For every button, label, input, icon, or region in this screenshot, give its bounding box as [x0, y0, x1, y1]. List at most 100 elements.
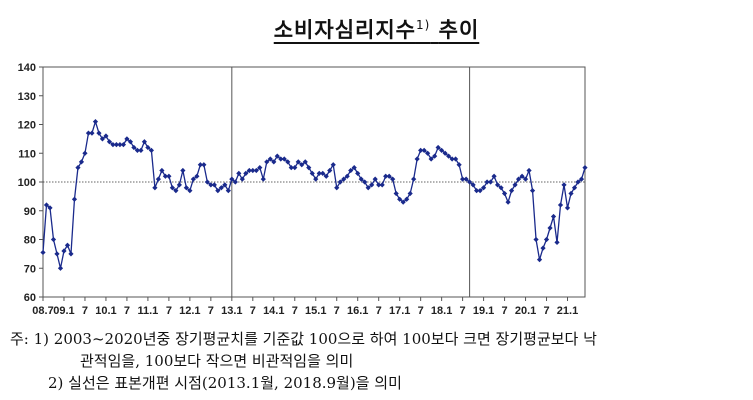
data-point: [148, 147, 154, 153]
chart-title-tail: 추이: [438, 18, 480, 42]
data-point: [337, 179, 343, 185]
data-point: [355, 170, 361, 176]
y-tick-label: 120: [18, 120, 36, 132]
data-point: [505, 199, 511, 205]
data-point: [446, 153, 452, 159]
data-point: [390, 176, 396, 182]
data-point: [229, 176, 235, 182]
data-point: [425, 150, 431, 156]
footnote-2: 2) 실선은 표본개편 시점(2013.1월, 2018.9월)을 의미: [48, 374, 402, 392]
data-point: [480, 185, 487, 191]
data-point: [529, 188, 536, 194]
x-tick-label: 10.1: [95, 305, 116, 317]
x-tick-label: 7: [250, 305, 256, 317]
data-point: [169, 185, 175, 191]
data-point: [460, 176, 466, 182]
data-point: [260, 176, 266, 182]
data-point: [320, 170, 326, 176]
data-point: [404, 196, 410, 202]
data-point: [344, 173, 350, 179]
chart-title-main: 소비자심리지수: [273, 18, 416, 42]
data-point: [152, 185, 158, 191]
data-point: [519, 173, 525, 179]
data-point: [432, 153, 438, 159]
data-point: [225, 188, 231, 194]
data-point: [64, 242, 71, 248]
y-tick-label: 140: [18, 62, 36, 74]
data-point: [239, 176, 245, 182]
data-point: [50, 236, 57, 243]
data-point: [92, 119, 99, 125]
data-point: [439, 147, 445, 153]
data-point: [372, 176, 378, 182]
data-point: [302, 159, 308, 165]
x-tick-label: 7: [334, 305, 340, 317]
data-point: [449, 156, 455, 162]
data-point: [543, 236, 550, 243]
chart-title-footnote-mark: 1): [415, 18, 431, 32]
data-point: [120, 142, 127, 148]
data-point: [487, 179, 494, 185]
data-point: [187, 188, 193, 194]
data-point: [477, 188, 483, 194]
y-tick-label: 60: [24, 292, 36, 304]
data-point: [267, 156, 273, 162]
data-point: [582, 165, 588, 171]
data-point: [411, 176, 417, 182]
x-tick-label: 7: [166, 305, 172, 317]
data-point: [197, 162, 203, 168]
data-point: [78, 159, 85, 165]
x-tick-label: 12.1: [179, 305, 200, 317]
data-point: [208, 182, 214, 188]
data-point: [550, 213, 557, 220]
data-point: [278, 156, 284, 162]
data-point: [522, 176, 529, 182]
data-point: [379, 182, 385, 188]
data-point: [243, 170, 249, 176]
data-point: [131, 144, 137, 151]
data-point: [176, 182, 182, 188]
data-point: [183, 185, 189, 191]
x-tick-label: 16.1: [347, 305, 368, 317]
data-point: [463, 176, 469, 182]
x-tick-label: 19.1: [473, 305, 494, 317]
data-point: [334, 185, 340, 191]
data-point: [173, 188, 179, 194]
data-point: [292, 165, 298, 171]
data-point: [257, 165, 263, 171]
y-tick-label: 90: [24, 206, 36, 218]
data-point: [351, 165, 357, 171]
data-point: [561, 182, 567, 188]
data-point: [358, 176, 364, 182]
data-point: [512, 182, 518, 188]
data-point: [71, 196, 78, 202]
data-point: [501, 190, 508, 197]
data-point: [365, 185, 371, 191]
data-point: [515, 176, 522, 182]
data-point: [442, 150, 448, 156]
data-point: [400, 199, 406, 205]
data-point: [418, 147, 424, 153]
data-point: [106, 139, 113, 145]
data-point: [68, 251, 74, 257]
data-point: [526, 167, 532, 174]
data-point: [40, 249, 46, 256]
chart-title-wrap: 소비자심리지수1) 추이: [0, 14, 753, 44]
data-point: [456, 162, 462, 168]
data-point: [113, 142, 120, 148]
data-point: [575, 179, 581, 185]
data-point: [194, 173, 200, 179]
data-point: [435, 144, 441, 151]
data-point: [180, 167, 186, 174]
data-point: [117, 142, 123, 148]
data-point: [330, 162, 336, 168]
data-point: [568, 190, 574, 197]
data-point: [264, 159, 270, 165]
data-point: [54, 251, 60, 257]
data-point: [323, 173, 329, 179]
footnotes: 주: 1) 2003~2020년중 장기평균치를 기준값 100으로 하여 10…: [10, 328, 745, 394]
data-point: [288, 165, 294, 171]
data-point: [190, 176, 196, 182]
data-point: [306, 165, 312, 171]
data-point: [89, 130, 95, 136]
